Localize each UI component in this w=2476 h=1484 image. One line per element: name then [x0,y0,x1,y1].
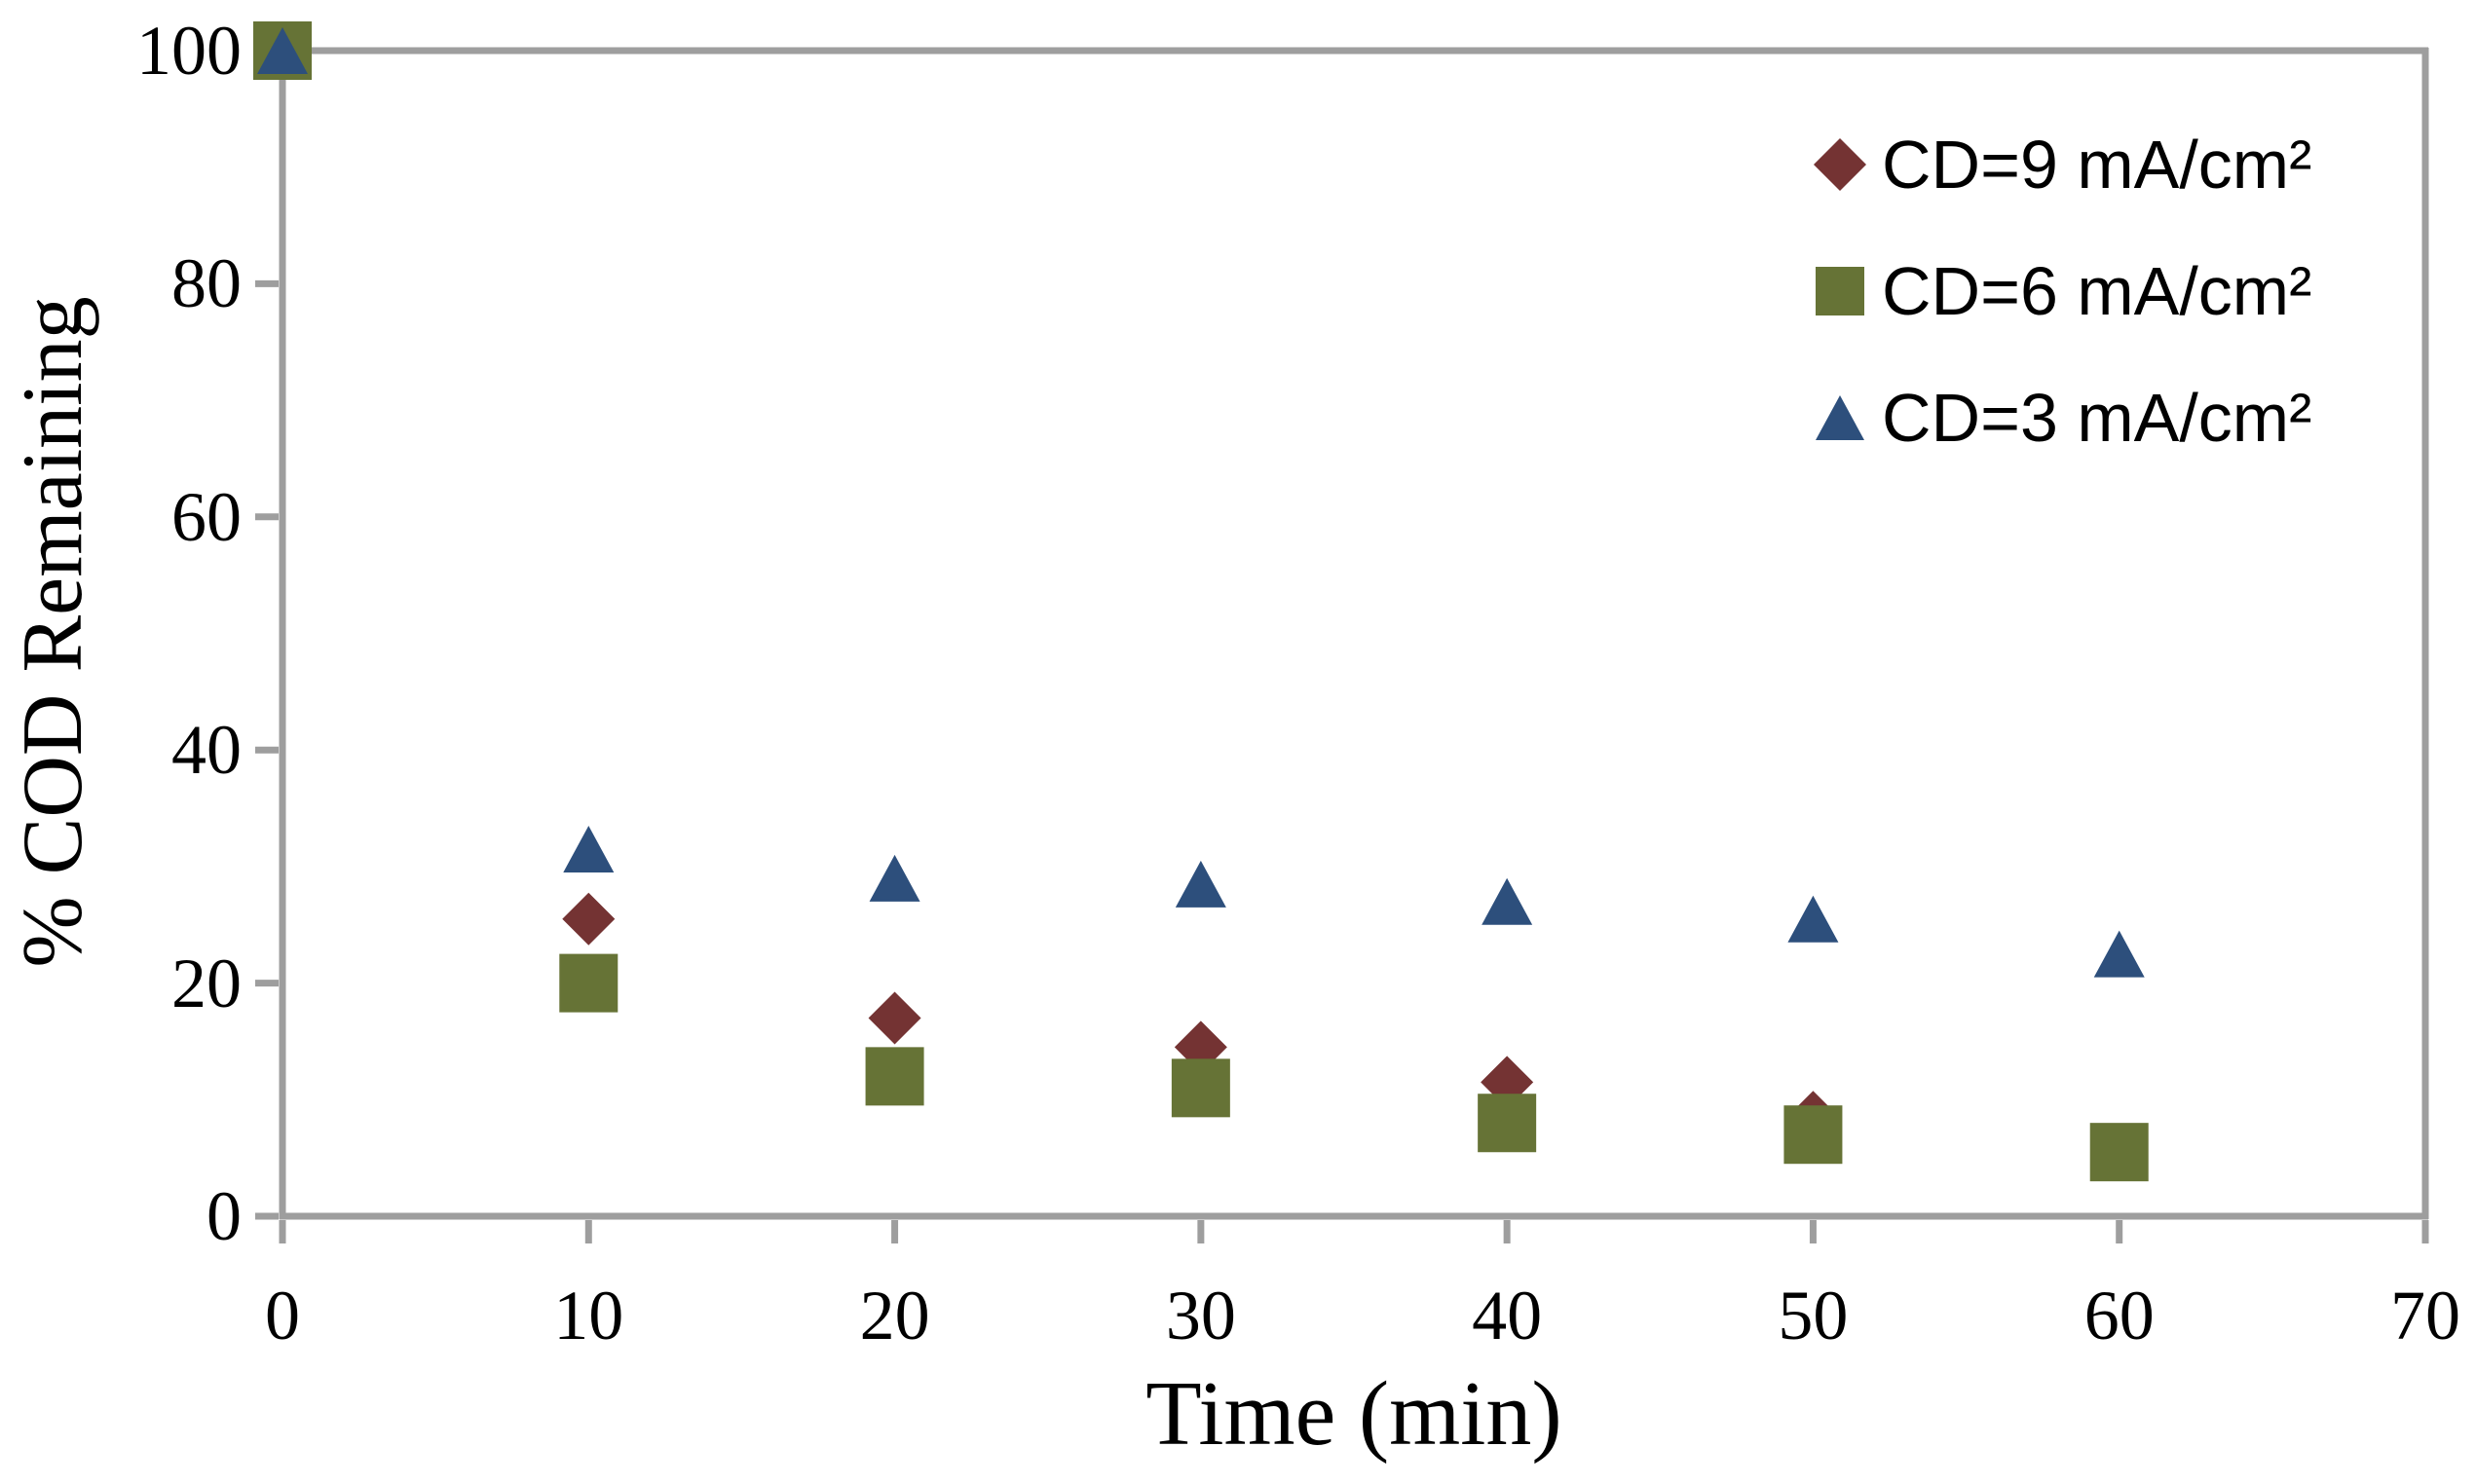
data-point-triangle [1482,877,1533,925]
y-tick-label: 40 [171,711,242,790]
data-point-square [1171,1058,1230,1118]
data-point-diamond [562,892,616,946]
diamond-marker-icon [1814,138,1866,191]
data-point-triangle [869,854,920,902]
legend-label-cd6: CD=6 mA/cm² [1882,253,2312,329]
data-point-square [865,1047,924,1106]
legend: CD=9 mA/cm² CD=6 mA/cm² CD=3 mA/cm² [1812,101,2311,481]
y-tick-label: 80 [171,244,242,323]
data-point-square [1478,1094,1537,1153]
legend-item-cd6: CD=6 mA/cm² [1812,228,2311,354]
data-point-square [2089,1123,2149,1182]
x-tick-label: 10 [553,1277,624,1354]
data-point-square [1783,1105,1843,1165]
y-tick-label: 60 [171,477,242,556]
y-tick-label: 20 [171,944,242,1022]
x-tick-label: 60 [2083,1277,2155,1354]
x-tick-label: 50 [1778,1277,1849,1354]
triangle-marker-icon [1816,395,1864,440]
legend-label-cd9: CD=9 mA/cm² [1882,127,2312,203]
data-point-square [559,953,619,1013]
x-tick-label: 0 [265,1277,300,1354]
y-tick-label: 0 [206,1177,242,1255]
legend-item-cd3: CD=3 mA/cm² [1812,354,2311,481]
data-point-triangle [2093,930,2145,978]
y-tick-label: 100 [136,12,242,90]
data-point-triangle [257,27,308,74]
data-point-triangle [1175,860,1226,908]
legend-item-cd9: CD=9 mA/cm² [1812,101,2311,228]
x-axis-title: Time (min) [1145,1363,1562,1465]
data-point-triangle [1787,895,1839,943]
data-point-diamond [868,991,921,1045]
x-tick-label: 70 [2390,1277,2460,1354]
data-point-triangle [563,825,615,872]
x-tick-label: 40 [1472,1277,1543,1354]
square-marker-icon [1816,267,1864,315]
x-tick-label: 20 [859,1277,930,1354]
x-tick-label: 30 [1165,1277,1236,1354]
legend-label-cd3: CD=3 mA/cm² [1882,380,2312,456]
